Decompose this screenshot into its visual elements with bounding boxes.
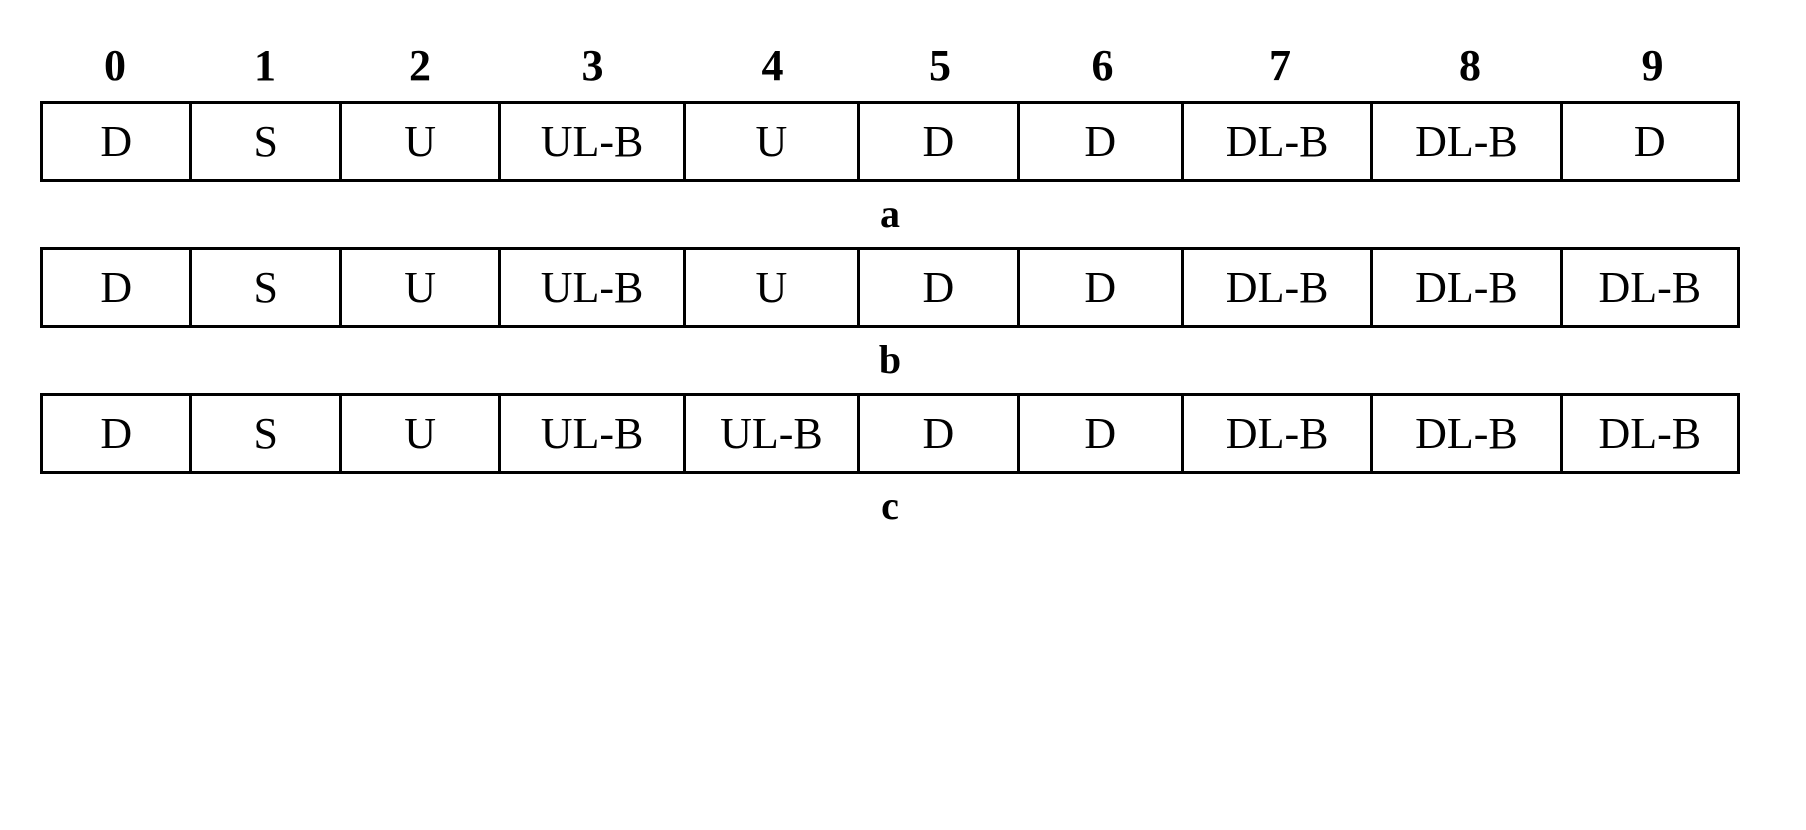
- table-a-wrapper: D S U UL-B U D D DL-B DL-B D a: [40, 101, 1740, 237]
- cell-c-5: D: [860, 396, 1019, 471]
- table-c-row: D S U UL-B UL-B D D DL-B DL-B DL-B: [40, 393, 1740, 474]
- header-cell-6: 6: [1020, 40, 1185, 91]
- cell-a-8: DL-B: [1373, 104, 1562, 179]
- header-row: 0 1 2 3 4 5 6 7 8 9: [40, 40, 1740, 91]
- cell-a-0: D: [43, 104, 192, 179]
- cell-a-1: S: [192, 104, 341, 179]
- cell-a-6: D: [1020, 104, 1184, 179]
- cell-b-2: U: [342, 250, 501, 325]
- cell-b-0: D: [43, 250, 192, 325]
- table-b-wrapper: D S U UL-B U D D DL-B DL-B DL-B b: [40, 247, 1740, 383]
- header-cell-8: 8: [1375, 40, 1565, 91]
- header-cell-3: 3: [500, 40, 685, 91]
- header-cell-9: 9: [1565, 40, 1740, 91]
- cell-b-3: UL-B: [501, 250, 685, 325]
- table-a-row: D S U UL-B U D D DL-B DL-B D: [40, 101, 1740, 182]
- cell-c-2: U: [342, 396, 501, 471]
- cell-b-6: D: [1020, 250, 1184, 325]
- cell-c-9: DL-B: [1563, 396, 1737, 471]
- cell-c-0: D: [43, 396, 192, 471]
- cell-c-8: DL-B: [1373, 396, 1562, 471]
- cell-a-2: U: [342, 104, 501, 179]
- diagram-container: 0 1 2 3 4 5 6 7 8 9 D S U UL-B U D D DL-…: [40, 40, 1740, 529]
- header-cell-2: 2: [340, 40, 500, 91]
- header-cell-0: 0: [40, 40, 190, 91]
- table-b-row: D S U UL-B U D D DL-B DL-B DL-B: [40, 247, 1740, 328]
- cell-b-4: U: [686, 250, 860, 325]
- cell-b-9: DL-B: [1563, 250, 1737, 325]
- cell-c-4: UL-B: [686, 396, 860, 471]
- cell-b-1: S: [192, 250, 341, 325]
- cell-a-5: D: [860, 104, 1019, 179]
- header-cell-7: 7: [1185, 40, 1375, 91]
- header-cell-5: 5: [860, 40, 1020, 91]
- cell-c-7: DL-B: [1184, 396, 1373, 471]
- cell-c-6: D: [1020, 396, 1184, 471]
- caption-c: c: [40, 482, 1740, 529]
- header-cell-4: 4: [685, 40, 860, 91]
- cell-a-9: D: [1563, 104, 1737, 179]
- cell-c-1: S: [192, 396, 341, 471]
- cell-b-8: DL-B: [1373, 250, 1562, 325]
- header-cell-1: 1: [190, 40, 340, 91]
- cell-c-3: UL-B: [501, 396, 685, 471]
- caption-a: a: [40, 190, 1740, 237]
- cell-a-3: UL-B: [501, 104, 685, 179]
- cell-a-7: DL-B: [1184, 104, 1373, 179]
- cell-a-4: U: [686, 104, 860, 179]
- cell-b-7: DL-B: [1184, 250, 1373, 325]
- caption-b: b: [40, 336, 1740, 383]
- cell-b-5: D: [860, 250, 1019, 325]
- table-c-wrapper: D S U UL-B UL-B D D DL-B DL-B DL-B c: [40, 393, 1740, 529]
